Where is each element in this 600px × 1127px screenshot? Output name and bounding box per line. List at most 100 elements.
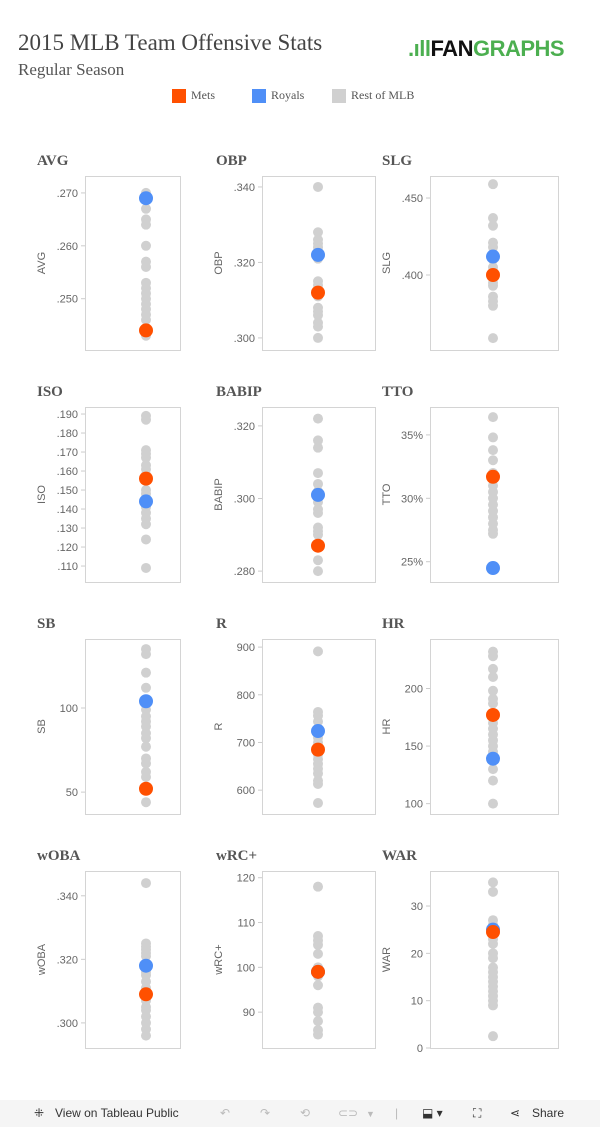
share-button[interactable]: Share — [532, 1106, 565, 1120]
point-rest-of-mlb — [488, 685, 498, 696]
point-rest-of-mlb — [488, 746, 498, 757]
point-rest-of-mlb — [488, 798, 498, 809]
point-rest-of-mlb — [488, 467, 498, 478]
point-rest-of-mlb — [488, 981, 498, 992]
axis-label: AVG — [36, 252, 48, 274]
chevron-down-icon[interactable]: ▼ — [366, 1109, 375, 1119]
tick-label: 30% — [401, 493, 423, 505]
refresh-icon[interactable]: ⊂⊃ — [338, 1106, 359, 1120]
axis-label: SLG — [381, 252, 393, 274]
point-rest-of-mlb — [313, 522, 323, 533]
point-mets — [139, 987, 153, 1002]
point-rest-of-mlb — [313, 435, 323, 446]
point-rest-of-mlb — [141, 256, 151, 267]
point-rest-of-mlb — [141, 314, 151, 325]
point-rest-of-mlb — [488, 723, 498, 734]
point-rest-of-mlb — [141, 967, 151, 978]
point-rest-of-mlb — [141, 187, 151, 198]
undo-icon[interactable]: ↶ — [220, 1106, 231, 1120]
point-rest-of-mlb — [313, 732, 323, 743]
point-rest-of-mlb — [488, 277, 498, 288]
point-rest-of-mlb — [488, 280, 498, 291]
tick-label: 50 — [66, 787, 78, 799]
tableau-icon: ⁜ — [34, 1106, 45, 1120]
point-rest-of-mlb — [141, 938, 151, 949]
axis-label: wRC+ — [213, 944, 225, 975]
point-royals — [139, 494, 153, 509]
fullscreen-icon[interactable]: ⛶ — [473, 1106, 482, 1120]
point-rest-of-mlb — [488, 990, 498, 1001]
point-rest-of-mlb — [141, 1002, 151, 1013]
point-rest-of-mlb — [141, 488, 151, 499]
point-rest-of-mlb — [141, 644, 151, 655]
point-mets — [311, 285, 325, 300]
redo-icon[interactable]: ↷ — [260, 1106, 271, 1120]
point-rest-of-mlb — [141, 1017, 151, 1028]
panel-frame — [85, 176, 181, 351]
share-icon[interactable]: ⋖ — [510, 1106, 521, 1120]
tick-label: 200 — [405, 684, 423, 696]
view-on-tableau-link[interactable]: View on Tableau Public — [55, 1106, 179, 1120]
royals-swatch — [252, 88, 266, 103]
point-rest-of-mlb — [488, 962, 498, 973]
tick-label: .300 — [234, 493, 255, 505]
fangraphs-logo[interactable]: .ıllFANGRAPHS — [408, 36, 565, 61]
panel-frame — [430, 639, 559, 815]
tick-label: .300 — [57, 1018, 78, 1030]
tick-label: 120 — [237, 873, 255, 885]
tick-label: .110 — [57, 561, 78, 573]
panel-title: WAR — [382, 848, 417, 864]
point-rest-of-mlb — [488, 455, 498, 466]
tick-label: 100 — [237, 962, 255, 974]
point-rest-of-mlb — [141, 261, 151, 272]
point-rest-of-mlb — [313, 646, 323, 657]
point-rest-of-mlb — [141, 741, 151, 752]
point-rest-of-mlb — [141, 771, 151, 782]
point-rest-of-mlb — [141, 214, 151, 225]
download-icon[interactable]: ⬓ ▾ — [422, 1106, 443, 1120]
point-rest-of-mlb — [141, 976, 151, 987]
tick-label: 100 — [405, 799, 423, 811]
point-royals — [486, 751, 500, 766]
point-rest-of-mlb — [141, 330, 151, 341]
axis-label: OBP — [213, 251, 225, 274]
point-rest-of-mlb — [313, 276, 323, 287]
legend-item-royals[interactable]: Royals — [252, 88, 304, 103]
point-royals — [311, 247, 325, 262]
point-rest-of-mlb — [313, 1029, 323, 1040]
point-rest-of-mlb — [141, 277, 151, 288]
point-rest-of-mlb — [313, 706, 323, 717]
point-rest-of-mlb — [313, 1025, 323, 1036]
point-rest-of-mlb — [141, 721, 151, 732]
point-royals — [139, 958, 153, 973]
tick-label: 900 — [237, 642, 255, 654]
point-rest-of-mlb — [488, 1000, 498, 1011]
revert-icon[interactable]: ⟲ — [300, 1106, 311, 1120]
point-rest-of-mlb — [488, 953, 498, 964]
panel-title: BABIP — [216, 384, 262, 400]
point-rest-of-mlb — [141, 513, 151, 524]
tick-label: .250 — [57, 294, 78, 306]
point-rest-of-mlb — [141, 304, 151, 315]
point-rest-of-mlb — [488, 741, 498, 752]
legend-item-mets[interactable]: Mets — [172, 88, 215, 103]
point-rest-of-mlb — [488, 254, 498, 265]
point-rest-of-mlb — [141, 298, 151, 309]
point-rest-of-mlb — [313, 253, 323, 264]
tick-label: .150 — [57, 485, 78, 497]
axis-label: ISO — [36, 485, 48, 504]
point-rest-of-mlb — [488, 505, 498, 516]
panel-title: SB — [37, 616, 55, 632]
point-mets — [486, 707, 500, 722]
panel-title: SLG — [382, 153, 412, 169]
point-rest-of-mlb — [141, 502, 151, 513]
legend-item-rest[interactable]: Rest of MLB — [332, 88, 414, 103]
point-rest-of-mlb — [141, 288, 151, 299]
tableau-toolbar: ⁜ View on Tableau Public ↶ ↷ ⟲ ⊂⊃ ▼ | ⬓ … — [0, 1100, 600, 1127]
axis-label: TTO — [381, 483, 393, 505]
point-rest-of-mlb — [313, 754, 323, 765]
